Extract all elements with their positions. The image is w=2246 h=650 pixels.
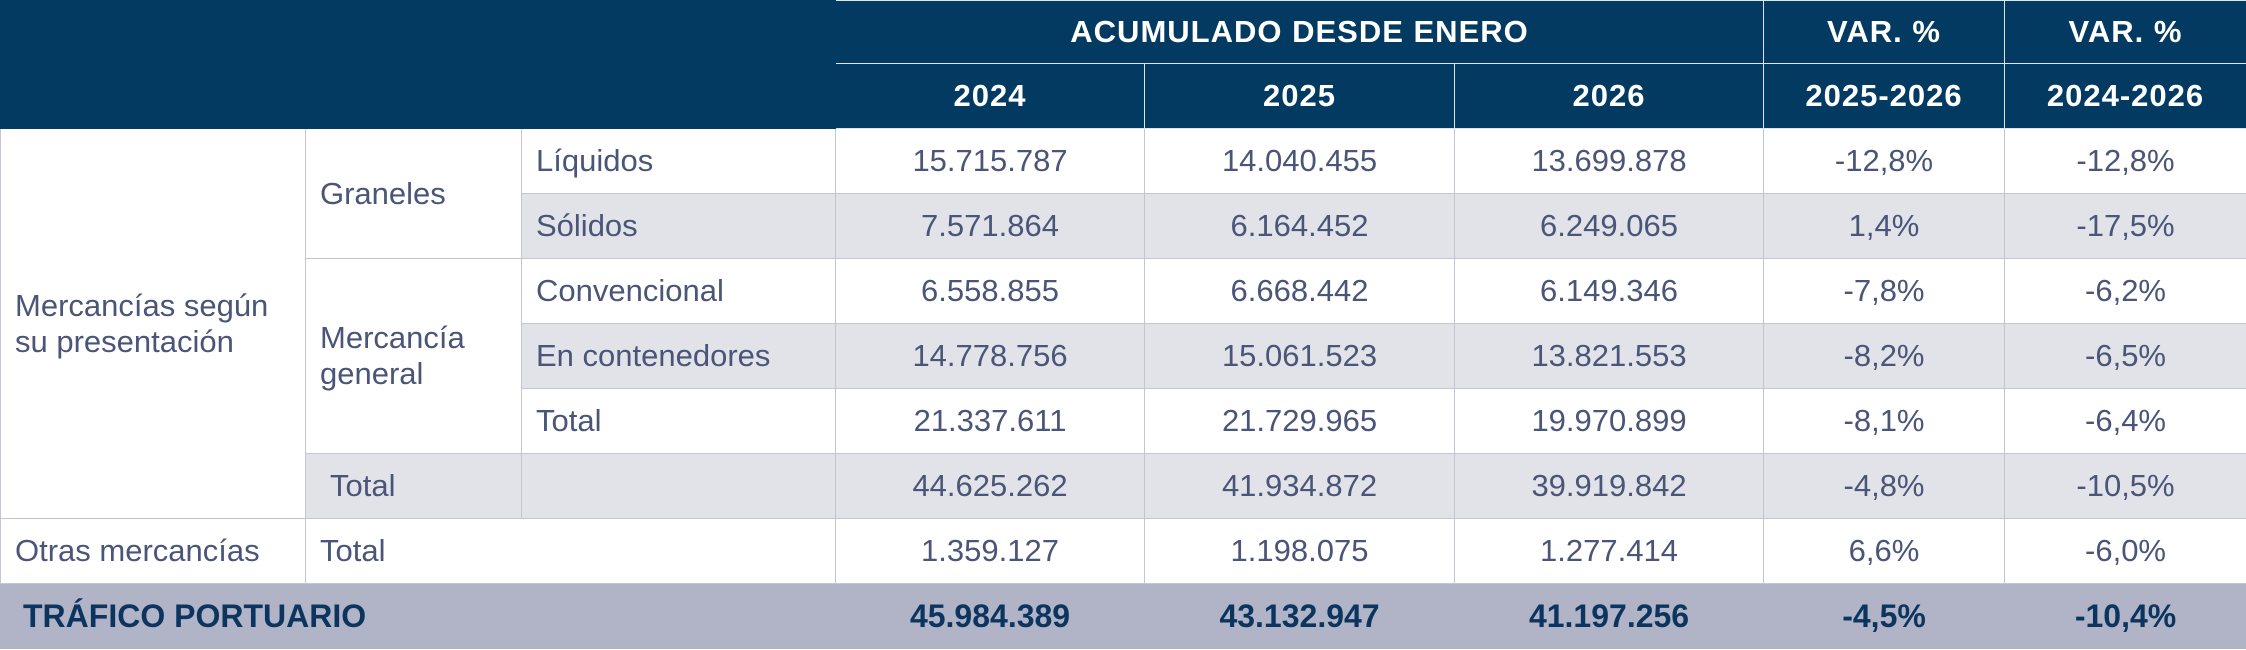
var-2024-2026: -17,5% <box>2004 193 2246 259</box>
group-presentation: Mercancías según su presentación <box>0 128 306 519</box>
value-2026: 13.699.878 <box>1454 128 1765 194</box>
value-2025: 14.040.455 <box>1144 128 1456 194</box>
var-2024-2026: -6,0% <box>2004 518 2246 584</box>
row-label: Líquidos <box>520 128 837 194</box>
header-year-2024: 2024 <box>835 63 1146 129</box>
row-label: Convencional <box>520 258 837 324</box>
var-2025-2026: -4,8% <box>1763 453 2006 519</box>
group-bulk: Graneles <box>305 128 522 259</box>
value-2025: 41.934.872 <box>1144 453 1456 519</box>
table-row: Total 44.625.262 41.934.872 39.919.842 -… <box>1 453 2246 519</box>
header-accumulated: ACUMULADO DESDE ENERO <box>835 0 1765 64</box>
total-row: TRÁFICO PORTUARIO 45.984.389 43.132.947 … <box>0 583 2246 649</box>
table-row: Mercancías según su presentación Granele… <box>0 128 2246 519</box>
value-2026: 1.277.414 <box>1454 518 1765 584</box>
value-2025: 15.061.523 <box>1144 323 1456 389</box>
value-2024: 44.625.262 <box>835 453 1146 519</box>
header-blank <box>0 0 837 129</box>
value-2026: 13.821.553 <box>1454 323 1765 389</box>
row-label: Total <box>520 388 837 454</box>
value-2026: 19.970.899 <box>1454 388 1765 454</box>
var-2024-2026: -12,8% <box>2004 128 2246 194</box>
var-2025-2026: 6,6% <box>1763 518 2006 584</box>
value-2024: 6.558.855 <box>835 258 1146 324</box>
group-general: Mercancía general <box>305 258 522 454</box>
header-year-2025: 2025 <box>1144 63 1456 129</box>
header-var2-range: 2024-2026 <box>2004 63 2246 129</box>
row-label: Total <box>304 518 837 584</box>
value-2025: 21.729.965 <box>1144 388 1456 454</box>
value-2026: 6.249.065 <box>1454 193 1765 259</box>
var-2025-2026: 1,4% <box>1763 193 2006 259</box>
table-row: En contenedores 14.778.756 15.061.523 13… <box>1 323 2246 389</box>
row-label: Sólidos <box>520 193 837 259</box>
value-2024: 14.778.756 <box>835 323 1146 389</box>
value-2025: 1.198.075 <box>1144 518 1456 584</box>
table-row: Otras mercancías Total 1.359.127 1.198.0… <box>0 518 2246 584</box>
table-row: Total 21.337.611 21.729.965 19.970.899 -… <box>1 388 2246 454</box>
table-row: Sólidos 7.571.864 6.164.452 6.249.065 1,… <box>1 193 2246 259</box>
total-var-2024-2026: -10,4% <box>2004 583 2246 649</box>
var-2025-2026: -8,2% <box>1763 323 2006 389</box>
var-2024-2026: -6,4% <box>2004 388 2246 454</box>
value-2025: 6.164.452 <box>1144 193 1456 259</box>
row-label: Total <box>305 453 522 519</box>
value-2024: 21.337.611 <box>835 388 1146 454</box>
total-2026: 41.197.256 <box>1454 583 1765 649</box>
var-2024-2026: -6,5% <box>2004 323 2246 389</box>
var-2024-2026: -10,5% <box>2004 453 2246 519</box>
var-2024-2026: -6,2% <box>2004 258 2246 324</box>
value-2026: 39.919.842 <box>1454 453 1765 519</box>
total-2025: 43.132.947 <box>1144 583 1456 649</box>
header-var1-range: 2025-2026 <box>1763 63 2006 129</box>
header-var2: VAR. % <box>2004 0 2246 64</box>
value-2026: 6.149.346 <box>1454 258 1765 324</box>
group-other: Otras mercancías <box>0 518 306 584</box>
empty-cell <box>520 453 837 519</box>
header-year-2026: 2026 <box>1454 63 1765 129</box>
var-2025-2026: -7,8% <box>1763 258 2006 324</box>
value-2024: 1.359.127 <box>835 518 1146 584</box>
row-label: En contenedores <box>520 323 837 389</box>
total-label: TRÁFICO PORTUARIO <box>0 583 837 649</box>
var-2025-2026: -8,1% <box>1763 388 2006 454</box>
total-var-2025-2026: -4,5% <box>1763 583 2006 649</box>
value-2024: 15.715.787 <box>835 128 1146 194</box>
table-row: Mercancía general Convencional 6.558.855… <box>1 258 2246 454</box>
header-var1: VAR. % <box>1763 0 2006 64</box>
var-2025-2026: -12,8% <box>1763 128 2006 194</box>
value-2024: 7.571.864 <box>835 193 1146 259</box>
total-2024: 45.984.389 <box>835 583 1146 649</box>
value-2025: 6.668.442 <box>1144 258 1456 324</box>
